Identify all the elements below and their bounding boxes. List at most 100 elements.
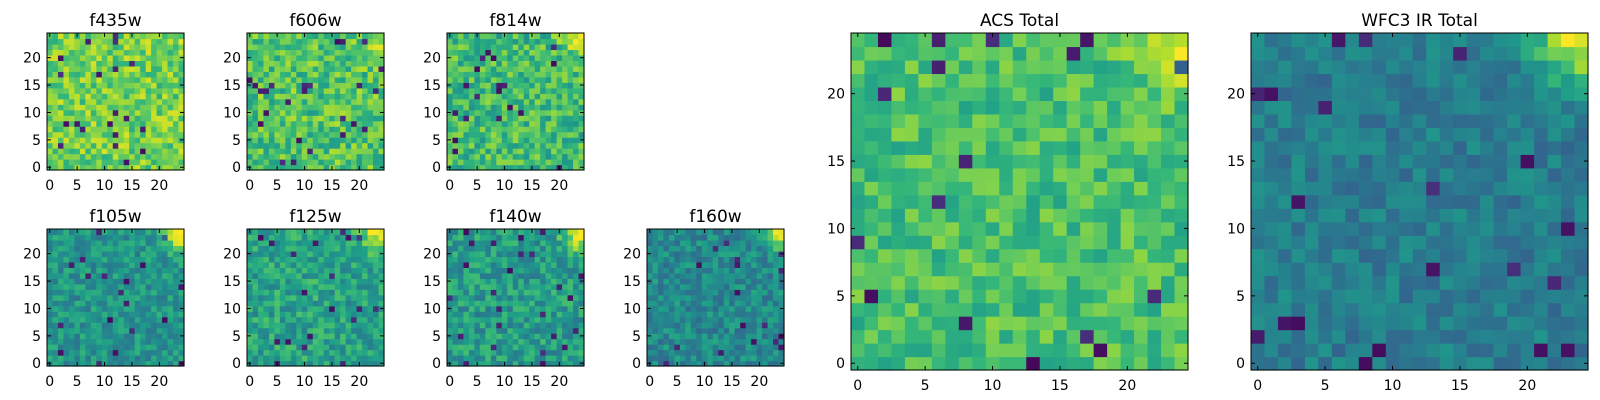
heatmap-cell — [1026, 194, 1041, 209]
heatmap-cell — [767, 322, 774, 329]
heatmap-cell — [523, 229, 530, 236]
heatmap-cell — [118, 261, 125, 268]
heatmap-cell — [778, 239, 785, 247]
heatmap-cell — [904, 289, 919, 304]
heatmap-cell — [518, 360, 525, 367]
heatmap-cell — [340, 87, 347, 94]
heatmap-cell — [356, 71, 363, 78]
heatmap-cell — [162, 344, 169, 351]
heatmap-cell — [252, 239, 259, 247]
heatmap-cell — [134, 71, 141, 78]
heatmap-cell — [567, 300, 574, 307]
heatmap-cell — [312, 327, 319, 334]
heatmap-cell — [490, 87, 497, 94]
heatmap-cell — [562, 338, 569, 345]
heatmap-cell — [551, 316, 558, 323]
heatmap-cell — [378, 60, 385, 67]
heatmap-cell — [545, 239, 552, 247]
heatmap-cell — [63, 261, 70, 268]
heatmap-cell — [931, 235, 946, 250]
heatmap-cell — [85, 49, 92, 56]
heatmap-cell — [647, 289, 654, 296]
heatmap-cell — [263, 267, 270, 274]
heatmap-cell — [474, 76, 481, 83]
heatmap-cell — [485, 60, 492, 67]
heatmap-cell — [501, 338, 508, 345]
heatmap-cell — [1120, 329, 1135, 344]
y-tick-label: 15 — [23, 78, 41, 94]
heatmap-cell — [447, 294, 454, 301]
heatmap-cell — [52, 272, 59, 279]
heatmap-cell — [745, 256, 752, 263]
heatmap-cell — [156, 316, 163, 323]
heatmap-cell — [162, 316, 169, 323]
heatmap-cell — [999, 194, 1014, 209]
heatmap-cell — [74, 76, 81, 83]
heatmap-cell — [145, 327, 152, 334]
heatmap-cell — [356, 93, 363, 100]
heatmap-cell — [479, 109, 486, 116]
heatmap-cell — [47, 115, 54, 122]
heatmap-cell — [340, 245, 347, 252]
heatmap-cell — [685, 267, 692, 274]
heatmap-cell — [1093, 262, 1108, 277]
heatmap-cell — [356, 82, 363, 89]
axes-frame — [446, 32, 585, 171]
heatmap-cell — [118, 256, 125, 263]
heatmap-cell — [167, 60, 174, 67]
heatmap-cell — [447, 148, 454, 155]
heatmap-cell — [518, 38, 525, 45]
heatmap-cell — [578, 33, 585, 40]
heatmap-cell — [551, 98, 558, 105]
heatmap-cell — [931, 208, 946, 223]
x-tick-label: 15 — [523, 178, 541, 194]
heatmap-cell — [518, 93, 525, 100]
heatmap-cell — [1012, 356, 1027, 371]
heatmap-cell — [668, 355, 675, 362]
heatmap-cell — [685, 316, 692, 323]
heatmap-cell — [52, 148, 59, 155]
heatmap-cell — [551, 355, 558, 362]
heatmap-cell — [545, 360, 552, 367]
heatmap-cell — [334, 289, 341, 296]
heatmap-cell — [285, 93, 292, 100]
heatmap-cell — [507, 38, 514, 45]
heatmap-cell — [647, 355, 654, 362]
heatmap-cell — [247, 256, 254, 263]
heatmap-cell — [173, 60, 180, 67]
heatmap-cell — [247, 355, 254, 362]
heatmap-cell — [457, 333, 465, 340]
heatmap-cell — [668, 360, 675, 367]
heatmap-cell — [68, 229, 75, 236]
heatmap-cell — [767, 360, 774, 367]
panel-title: f160w — [689, 207, 741, 227]
heatmap-cell — [145, 239, 152, 247]
heatmap-cell — [1147, 289, 1162, 304]
heatmap-cell — [701, 344, 708, 351]
heatmap-cell — [307, 71, 314, 78]
heatmap-cell — [96, 159, 103, 166]
heatmap-cell — [318, 153, 325, 160]
heatmap-cell — [551, 289, 558, 296]
heatmap-cell — [356, 153, 363, 160]
heatmap-cell — [674, 261, 681, 268]
heatmap-cell — [490, 256, 497, 263]
heatmap-cell — [107, 349, 114, 356]
heatmap-cell — [891, 302, 906, 317]
heatmap-cell — [507, 283, 514, 290]
heatmap-cell — [329, 234, 336, 241]
heatmap-cell — [123, 76, 130, 83]
heatmap-cell — [145, 137, 152, 144]
heatmap-cell — [518, 333, 525, 340]
heatmap-cell — [247, 60, 254, 67]
heatmap-cell — [329, 349, 336, 356]
heatmap-cell — [140, 120, 147, 127]
y-tick-label: 20 — [423, 51, 441, 67]
heatmap-cell — [107, 278, 114, 285]
heatmap-cell — [545, 49, 552, 56]
heatmap-cell — [247, 344, 254, 351]
heatmap-cell — [118, 126, 125, 133]
heatmap-cell — [90, 49, 97, 56]
y-tick-label: 5 — [32, 133, 41, 149]
heatmap-cell — [1120, 356, 1135, 371]
